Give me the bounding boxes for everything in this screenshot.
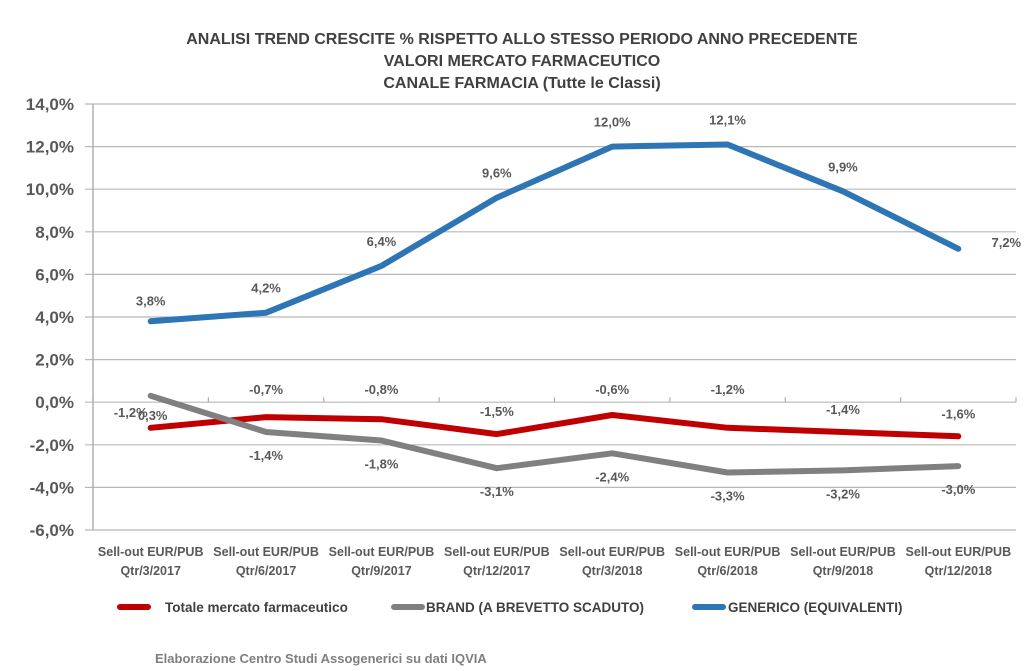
x-tick-label-line-1: Sell-out EUR/PUB <box>675 545 781 559</box>
data-label-generico: 12,1% <box>709 112 746 127</box>
data-label-brand: -2,4% <box>595 469 629 484</box>
data-label-brand: -3,2% <box>826 486 860 501</box>
y-tick-label: 0,0% <box>35 393 74 412</box>
y-tick-label: 10,0% <box>26 180 74 199</box>
x-tick-label-line-2: Qtr/9/2017 <box>351 564 412 578</box>
x-tick-label-line-1: Sell-out EUR/PUB <box>906 545 1012 559</box>
x-axis: Sell-out EUR/PUB Qtr/3/2017 Sell-out EUR/P… <box>92 397 1017 578</box>
x-tick-label-line-1: Sell-out EUR/PUB <box>329 545 435 559</box>
x-tick-label-line-2: Qtr/12/2017 <box>463 564 530 578</box>
x-tick-label-line-2: Qtr/9/2018 <box>813 564 874 578</box>
data-label-totale-mercato: -1,6% <box>941 406 975 421</box>
y-axis: 14,0% 12,0% 10,0% 8,0% 6,0% 4,0% 2,0% 0,0% -2,0%… <box>26 95 94 540</box>
data-label-generico: 9,6% <box>482 166 512 181</box>
data-label-brand: -3,1% <box>480 484 514 499</box>
x-tick-label-line-1: Sell-out EUR/PUB <box>559 545 665 559</box>
y-tick-label: -4,0% <box>30 478 74 497</box>
data-label-generico: 7,2% <box>991 235 1021 250</box>
x-tick-label-line-2: Qtr/6/2017 <box>236 564 297 578</box>
data-labels: -1,2% -0,7% -0,8% -1,5% -0,6% -1,2% -1,4% -1,6%… <box>114 112 1022 503</box>
y-tick-label: -2,0% <box>30 436 74 455</box>
data-label-generico: 4,2% <box>251 281 281 296</box>
y-tick-label: 4,0% <box>35 308 74 327</box>
series-line-generico <box>147 141 962 325</box>
chart-title-line-1: ANALISI TREND CRESCITE % RISPETTO ALLO S… <box>186 31 858 48</box>
data-label-generico: 6,4% <box>367 234 397 249</box>
data-label-brand: -1,4% <box>249 448 283 463</box>
x-tick-label-line-2: Qtr/3/2018 <box>582 564 643 578</box>
x-tick-label-line-1: Sell-out EUR/PUB <box>444 545 550 559</box>
legend-label-generico: GENERICO (EQUIVALENTI) <box>728 600 903 615</box>
chart-title-line-2: VALORI MERCATO FARMACEUTICO <box>384 53 660 70</box>
legend-label-totale-mercato: Totale mercato farmaceutico <box>165 600 348 615</box>
series-line-brand <box>147 392 962 476</box>
x-tick-label-line-1: Sell-out EUR/PUB <box>213 545 319 559</box>
series-lines <box>147 141 962 476</box>
data-label-totale-mercato: -0,7% <box>249 382 283 397</box>
x-tick-label-line-1: Sell-out EUR/PUB <box>790 545 896 559</box>
data-label-generico: 3,8% <box>136 293 166 308</box>
y-tick-label: -6,0% <box>30 521 74 540</box>
y-tick-label: 14,0% <box>26 95 74 114</box>
data-label-totale-mercato: -1,4% <box>826 402 860 417</box>
data-label-brand: -3,3% <box>711 488 745 503</box>
data-label-generico: 12,0% <box>594 115 631 130</box>
source-footer: Elaborazione Centro Studi Assogenerici s… <box>155 651 487 666</box>
data-label-brand: 0,3% <box>138 408 168 423</box>
x-tick-label-line-2: Qtr/3/2017 <box>120 564 181 578</box>
data-label-totale-mercato: -0,6% <box>595 382 629 397</box>
legend: Totale mercato farmaceutico BRAND (A BREV… <box>117 600 903 615</box>
x-tick-label-line-2: Qtr/6/2018 <box>697 564 758 578</box>
x-tick-label-line-1: Sell-out EUR/PUB <box>98 545 204 559</box>
data-label-totale-mercato: -1,2% <box>114 405 148 420</box>
y-tick-label: 8,0% <box>35 223 74 242</box>
legend-label-brand: BRAND (A BREVETTO SCADUTO) <box>426 600 644 615</box>
data-label-generico: 9,9% <box>828 159 858 174</box>
series-line-totale-mercato <box>147 412 962 440</box>
y-tick-label: 12,0% <box>26 138 74 157</box>
data-label-brand: -1,8% <box>364 457 398 472</box>
chart-title-line-3: CANALE FARMACIA (Tutte le Classi) <box>383 75 660 92</box>
data-label-brand: -3,0% <box>941 482 975 497</box>
data-label-totale-mercato: -0,8% <box>364 382 398 397</box>
x-tick-label-line-2: Qtr/12/2018 <box>925 564 992 578</box>
data-label-totale-mercato: -1,5% <box>480 404 514 419</box>
y-tick-label: 6,0% <box>35 265 74 284</box>
y-tick-label: 2,0% <box>35 351 74 370</box>
chart-title: ANALISI TREND CRESCITE % RISPETTO ALLO S… <box>186 31 858 92</box>
data-label-totale-mercato: -1,2% <box>711 382 745 397</box>
